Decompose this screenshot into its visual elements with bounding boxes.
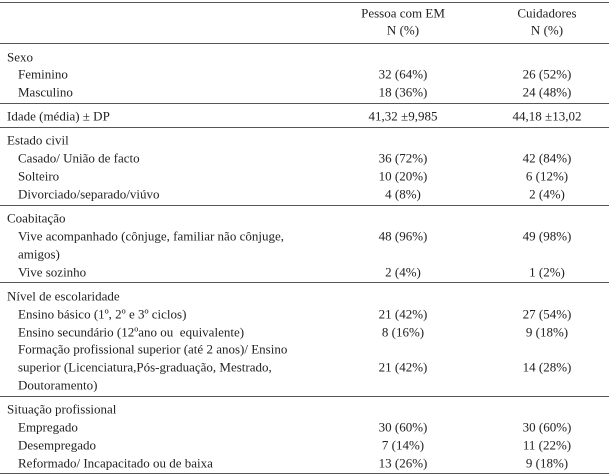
row-label: Vive sozinho [18, 264, 87, 280]
cell-value: 7 (14%) [381, 437, 425, 453]
section-title: Coabitação [7, 210, 66, 226]
cell-value: 8 (16%) [381, 324, 425, 339]
column-header: N (%) [386, 22, 420, 38]
header-rule [0, 43, 609, 44]
cell-value: 18 (36%) [378, 84, 428, 100]
row-label: Ensino básico (1º, 2º e 3º ciclos) [18, 306, 187, 322]
row-label: Doutoramento) [18, 377, 98, 393]
section-rule [0, 282, 609, 284]
cell-value: 42 (84%) [522, 150, 572, 166]
cell-value: 44,18 ±13,02 [512, 108, 582, 124]
cell-value: 1 (2%) [529, 264, 565, 280]
cell-value: 13 (26%) [378, 455, 428, 471]
row-label: Feminino [18, 66, 68, 82]
section-title: Situação profissional [7, 401, 117, 417]
row-label: Empregado [18, 419, 78, 435]
row-label: Casado/ União de facto [18, 150, 140, 166]
cell-value: 36 (72%) [378, 150, 428, 166]
row-label: Ensino secundário (12ºano ou equivalente… [18, 324, 245, 339]
top-rule [0, 2, 609, 3]
row-label: Solteiro [18, 168, 60, 184]
cell-value: 30 (60%) [378, 419, 428, 435]
column-header: N (%) [530, 22, 564, 38]
row-label: superior (Licenciatura,Pós-graduação, Me… [18, 359, 272, 375]
row-label: Reformado/ Incapacitado ou de baixa [18, 455, 213, 471]
section-rule [0, 102, 609, 104]
row-label: Desempregado [18, 437, 96, 453]
cell-value: 49 (98%) [522, 228, 572, 244]
row-label: Divorciado/separado/viúvo [18, 186, 160, 202]
cell-value: 48 (96%) [378, 228, 428, 244]
cell-value: 14 (28%) [522, 359, 572, 375]
section-rule [0, 204, 609, 206]
column-header: Cuidadores [517, 5, 577, 21]
section-title: Estado civil [7, 132, 69, 148]
row-label: amigos) [18, 246, 60, 262]
cell-value: 11 (22%) [522, 437, 572, 453]
cell-value: 27 (54%) [522, 306, 572, 322]
section-title: Nível de escolaridade [7, 288, 120, 304]
cell-value: 4 (8%) [385, 186, 421, 202]
row-label: Formação profissional superior (até 2 an… [18, 341, 288, 357]
cell-value: 2 (4%) [529, 186, 565, 202]
cell-value: 10 (20%) [378, 168, 428, 184]
cell-value: 41,32 ±9,985 [368, 108, 438, 124]
cell-value: 2 (4%) [385, 264, 421, 280]
row-label: Vive acompanhado (cônjuge, familiar não … [18, 228, 284, 244]
section-rule [0, 473, 609, 475]
column-header: Pessoa com EM [361, 5, 445, 21]
cell-value: 26 (52%) [522, 66, 572, 82]
section-rule [0, 395, 609, 397]
cell-value: 9 (18%) [525, 324, 569, 339]
section-title: Idade (média) ± DP [7, 108, 110, 124]
section-title: Sexo [7, 49, 33, 64]
cell-value: 30 (60%) [522, 419, 572, 435]
cell-value: 9 (18%) [525, 455, 569, 471]
cell-value: 21 (42%) [378, 359, 428, 375]
cell-value: 6 (12%) [525, 168, 569, 184]
cell-value: 24 (48%) [522, 84, 572, 100]
row-label: Masculino [18, 84, 73, 100]
cell-value: 21 (42%) [378, 306, 428, 322]
section-rule [0, 126, 609, 128]
cell-value: 32 (64%) [378, 66, 428, 82]
